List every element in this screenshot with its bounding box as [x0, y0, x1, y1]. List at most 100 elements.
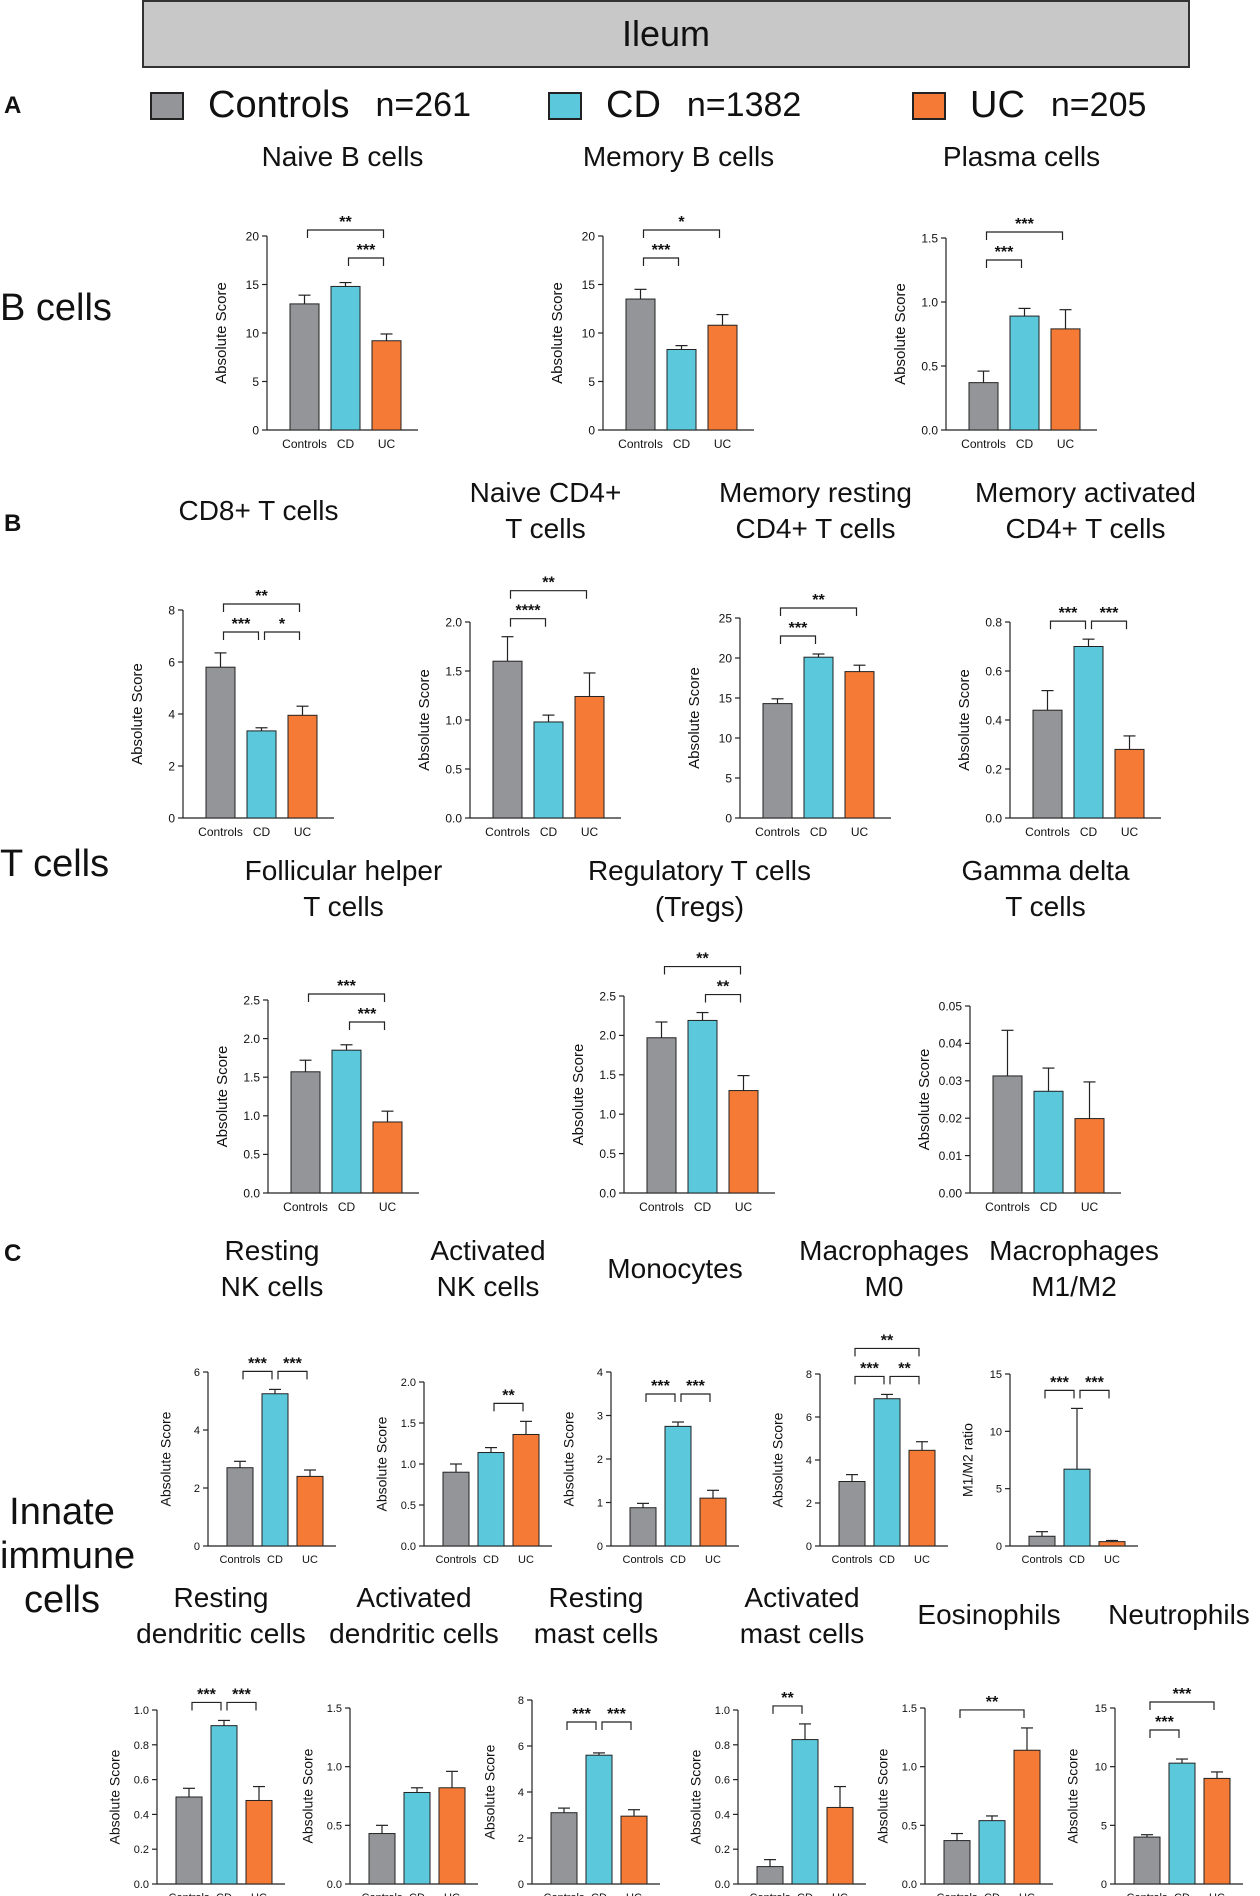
bar-uc [1114, 748, 1145, 819]
legend-label-cd: CD [606, 84, 661, 126]
x-tick-label: CD [797, 1892, 813, 1896]
chart-title-line: Activated [430, 1235, 545, 1266]
legend-n-controls: n=261 [375, 86, 472, 124]
y-tick-label: 0.6 [985, 664, 1002, 678]
y-tick-label: 0.8 [985, 615, 1002, 629]
chart-19: Activated mast cells 0.0 0.2 0.4 0.6 0.8 1.0 Abs… [688, 1582, 866, 1896]
y-axis-label: Absolute Score [549, 282, 566, 384]
bar-uc [620, 1815, 648, 1885]
significance-label: **** [516, 603, 542, 620]
significance-bracket [663, 965, 742, 975]
significance-bracket [306, 229, 385, 238]
y-tick-label: 10 [582, 326, 596, 340]
chart-title-line: mast cells [534, 1618, 658, 1649]
x-tick-label: Controls [832, 1554, 873, 1566]
y-tick-label: 1.5 [921, 231, 938, 245]
y-tick-label: 25 [719, 611, 733, 625]
y-tick-label: 15 [719, 691, 733, 705]
bar-controls [646, 1037, 677, 1194]
y-axis-label: Absolute Score [158, 1411, 174, 1506]
bar-controls [756, 1866, 784, 1885]
significance-label: *** [357, 242, 376, 259]
chart-title-line: Plasma cells [943, 141, 1100, 172]
bar-uc [287, 714, 318, 819]
y-tick-label: 0.0 [134, 1879, 149, 1891]
significance-label: ** [986, 1694, 999, 1711]
chart-title-line: Eosinophils [917, 1599, 1060, 1630]
group-label-innate-line1: Innate [9, 1491, 115, 1533]
x-tick-label: CD [591, 1892, 607, 1896]
x-tick-label: Controls [544, 1892, 585, 1896]
y-tick-label: 0.6 [134, 1775, 149, 1787]
bar-controls [838, 1481, 866, 1547]
chart-title-line: Memory B cells [583, 141, 774, 172]
bar-uc [1050, 328, 1081, 431]
y-tick-label: 2.0 [445, 615, 462, 629]
significance-label: *** [686, 1378, 705, 1395]
bar-controls [968, 382, 999, 431]
chart-14: Macrophages M0 0 2 4 6 8 Absolute Score Controls… [770, 1235, 969, 1566]
y-tick-label: 1.5 [401, 1418, 416, 1430]
chart-18: Resting mast cells 0 2 4 6 8 Absolute Score Cont… [482, 1582, 660, 1896]
y-tick-label: 0.0 [599, 1186, 616, 1200]
chart-title-line: NK cells [221, 1271, 324, 1302]
bar-cd [533, 721, 564, 819]
y-tick-label: 8 [518, 1695, 524, 1707]
significance-label: *** [358, 1006, 377, 1023]
chart-3: Plasma cells 0.0 0.5 1.0 1.5 Absolute Score Co… [892, 141, 1100, 451]
y-tick-label: 5 [252, 375, 259, 389]
y-tick-label: 6 [518, 1741, 524, 1753]
y-tick-label: 5 [996, 1484, 1002, 1496]
y-tick-label: 0 [588, 423, 595, 437]
y-tick-label: 0.4 [985, 713, 1002, 727]
y-tick-label: 0.5 [401, 1500, 416, 1512]
y-tick-label: 0 [725, 811, 732, 825]
x-tick-label: CD [670, 1554, 686, 1566]
x-tick-label: UC [302, 1554, 318, 1566]
bar-cd [1033, 1090, 1064, 1194]
chart-title-line: Follicular helper [245, 855, 443, 886]
bar-cd [1063, 1468, 1091, 1547]
y-tick-label: 1.0 [921, 295, 938, 309]
x-tick-label: Controls [639, 1200, 684, 1214]
bar-uc [826, 1806, 854, 1885]
y-tick-label: 15 [1095, 1703, 1107, 1715]
significance-label: * [678, 214, 685, 231]
y-tick-label: 0.4 [134, 1809, 149, 1821]
x-tick-label: CD [337, 437, 355, 451]
bar-controls [1028, 1535, 1056, 1547]
chart-title-line: Neutrophils [1108, 1599, 1250, 1630]
y-tick-label: 20 [719, 651, 733, 665]
legend-cd: CD n=1382 [548, 84, 801, 127]
bar-uc [844, 671, 875, 819]
y-tick-label: 0.0 [985, 811, 1002, 825]
bar-controls [289, 303, 320, 431]
chart-title-line: T cells [1005, 891, 1085, 922]
chart-11: Resting NK cells 0 2 4 6 Absolute Score Control… [158, 1235, 336, 1566]
bar-cd [978, 1820, 1006, 1885]
x-tick-label: Controls [1022, 1554, 1063, 1566]
x-tick-label: UC [444, 1892, 460, 1896]
significance-bracket [509, 618, 547, 627]
significance-bracket [509, 590, 588, 599]
y-tick-label: 1.0 [243, 1109, 260, 1123]
y-tick-label: 6 [168, 655, 175, 669]
bar-cd [1073, 646, 1104, 819]
significance-bracket [493, 1402, 524, 1412]
bar-controls [205, 666, 236, 819]
y-tick-label: 0.03 [939, 1074, 963, 1088]
chart-2: Memory B cells 0 5 10 15 20 Absolute Score Cont… [549, 141, 774, 451]
y-tick-label: 0.01 [939, 1149, 963, 1163]
y-tick-label: 0.0 [327, 1879, 342, 1891]
x-tick-label: CD [694, 1200, 712, 1214]
significance-bracket [277, 1370, 308, 1380]
y-tick-label: 0.00 [939, 1186, 963, 1200]
y-tick-label: 0 [1101, 1879, 1107, 1891]
significance-bracket [985, 259, 1023, 268]
y-tick-label: 2 [806, 1498, 812, 1510]
y-tick-label: 2.0 [401, 1377, 416, 1389]
significance-label: *** [283, 1355, 302, 1372]
y-tick-label: 1.0 [327, 1762, 342, 1774]
y-axis-label: Absolute Score [482, 1744, 498, 1839]
y-tick-label: 6 [194, 1367, 200, 1379]
